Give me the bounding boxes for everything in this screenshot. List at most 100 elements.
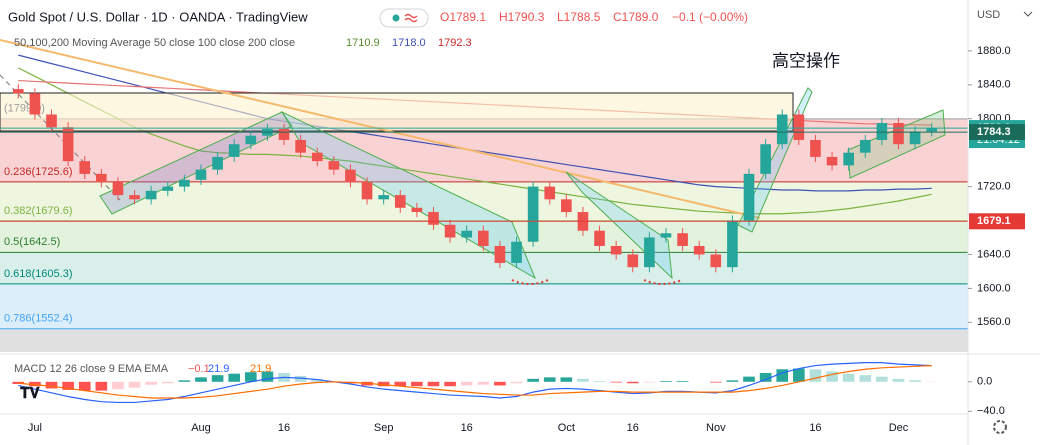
x-tick-label: Sep (374, 422, 394, 434)
currency: USD (977, 9, 1000, 21)
annotation: 高空操作 (772, 51, 840, 70)
candle-body (162, 186, 174, 191)
x-tick-label: Aug (191, 422, 211, 434)
histogram-bar (62, 381, 74, 390)
histogram-bar (145, 381, 157, 385)
status-icon (404, 13, 418, 23)
histogram-bar (577, 378, 589, 382)
candle-body (96, 173, 107, 183)
fib-label: 0.786(1552.4) (4, 313, 73, 325)
candle-body (627, 254, 639, 268)
fib-label: 0.618(1605.3) (4, 268, 73, 280)
candle-body (527, 186, 539, 242)
axes-layer: Jul Aug 16 Sep 16 Oct 16 Nov 16 Dec 1560.0 1600.0 16… (28, 45, 1025, 434)
candle-body (428, 212, 439, 225)
candle-body (345, 169, 356, 183)
histogram-bar (660, 381, 672, 382)
histogram-bar (261, 371, 274, 382)
histogram-bar (211, 375, 224, 382)
macd-line (18, 362, 932, 404)
trend-line (0, 39, 761, 219)
histogram-bar (112, 381, 124, 390)
y-tick-label: 1640.0 (977, 248, 1011, 260)
ohlc-close: C1789.0 (613, 10, 659, 24)
candle-body (760, 144, 771, 174)
candle-body (544, 186, 556, 200)
candle-body (693, 245, 705, 255)
candle-body (710, 254, 722, 268)
price-change: −0.1 (−0.00%) (672, 10, 748, 24)
candle-body (859, 139, 871, 153)
x-tick-label: 16 (627, 422, 639, 434)
histogram-bar (626, 381, 639, 384)
histogram-bar (593, 381, 606, 382)
histogram-bar (510, 381, 523, 384)
candle-body (79, 161, 91, 174)
candle-body (378, 195, 389, 200)
histogram-bar (161, 381, 174, 384)
histogram-bar (560, 377, 573, 382)
indicator-value: −0.1 (188, 363, 210, 375)
candle-body (212, 156, 223, 170)
histogram-bar (709, 381, 722, 383)
candle-body (278, 128, 290, 140)
x-tick-label: 16 (278, 422, 290, 434)
candle-body (893, 122, 904, 145)
ohlc-high: H1790.3 (499, 10, 545, 24)
logo[interactable]: 𝐓𝐕 (20, 385, 41, 402)
histogram-bar (228, 373, 241, 382)
foreground-layer: (1799.9)0.236(1725.6)0.382(1679.6)0.5(16… (0, 51, 968, 404)
indicator-value: 21.9 (250, 363, 271, 375)
histogram-bar (45, 381, 58, 389)
candle-body (477, 230, 489, 246)
range-box (0, 92, 794, 132)
candle-body (394, 195, 406, 208)
price-badge (969, 124, 1025, 141)
candle-body (610, 245, 622, 255)
histogram-bar (294, 375, 307, 382)
candle-body (361, 182, 373, 200)
bottom-arc (643, 279, 683, 285)
fib-zone (0, 328, 968, 352)
histogram-bar (726, 380, 739, 382)
candle-body (295, 139, 306, 153)
y-tick-label: 1560.0 (977, 316, 1011, 328)
histogram-bar (195, 377, 207, 382)
currency-dropdown[interactable] (1023, 11, 1033, 17)
histogram-bar (78, 381, 91, 391)
histogram-bar (527, 378, 539, 382)
histogram-bar (377, 381, 390, 387)
candle-body (594, 230, 605, 246)
histogram-bar (859, 375, 872, 382)
status-pill[interactable] (379, 8, 429, 28)
histogram-bar (643, 381, 656, 383)
ohlc-low: L1788.5 (557, 10, 601, 24)
fib-zone (0, 252, 968, 284)
fib-label: 0.5(1642.5) (4, 236, 60, 248)
histogram-bar (427, 381, 440, 387)
indicator-title: MACD 12 26 close 9 EMA EMA (14, 363, 169, 375)
histogram-bar (743, 376, 755, 382)
histogram-bar (793, 368, 805, 382)
histogram-bar (244, 372, 257, 382)
indicator-value: 21.9 (208, 363, 229, 375)
x-tick-label: 16 (809, 422, 821, 434)
histogram-bar (842, 373, 855, 382)
histogram-bar (776, 369, 789, 382)
candle-body (677, 233, 688, 246)
candle-body (644, 237, 655, 268)
candle-body (494, 245, 506, 263)
histogram-bar (12, 381, 25, 384)
candle-body (195, 169, 207, 180)
candle-body (876, 122, 888, 140)
candle-body (843, 152, 854, 166)
histogram-bar (610, 381, 622, 383)
x-tick-label: Nov (706, 422, 726, 434)
candle-body (727, 220, 738, 268)
histogram-bar (494, 381, 506, 386)
histogram-bar (809, 369, 822, 382)
histogram-bar (394, 381, 407, 387)
ma-value: 1792.3 (438, 37, 472, 49)
fib-label: 0.382(1679.6) (4, 205, 73, 217)
settings-button[interactable] (993, 420, 1007, 434)
